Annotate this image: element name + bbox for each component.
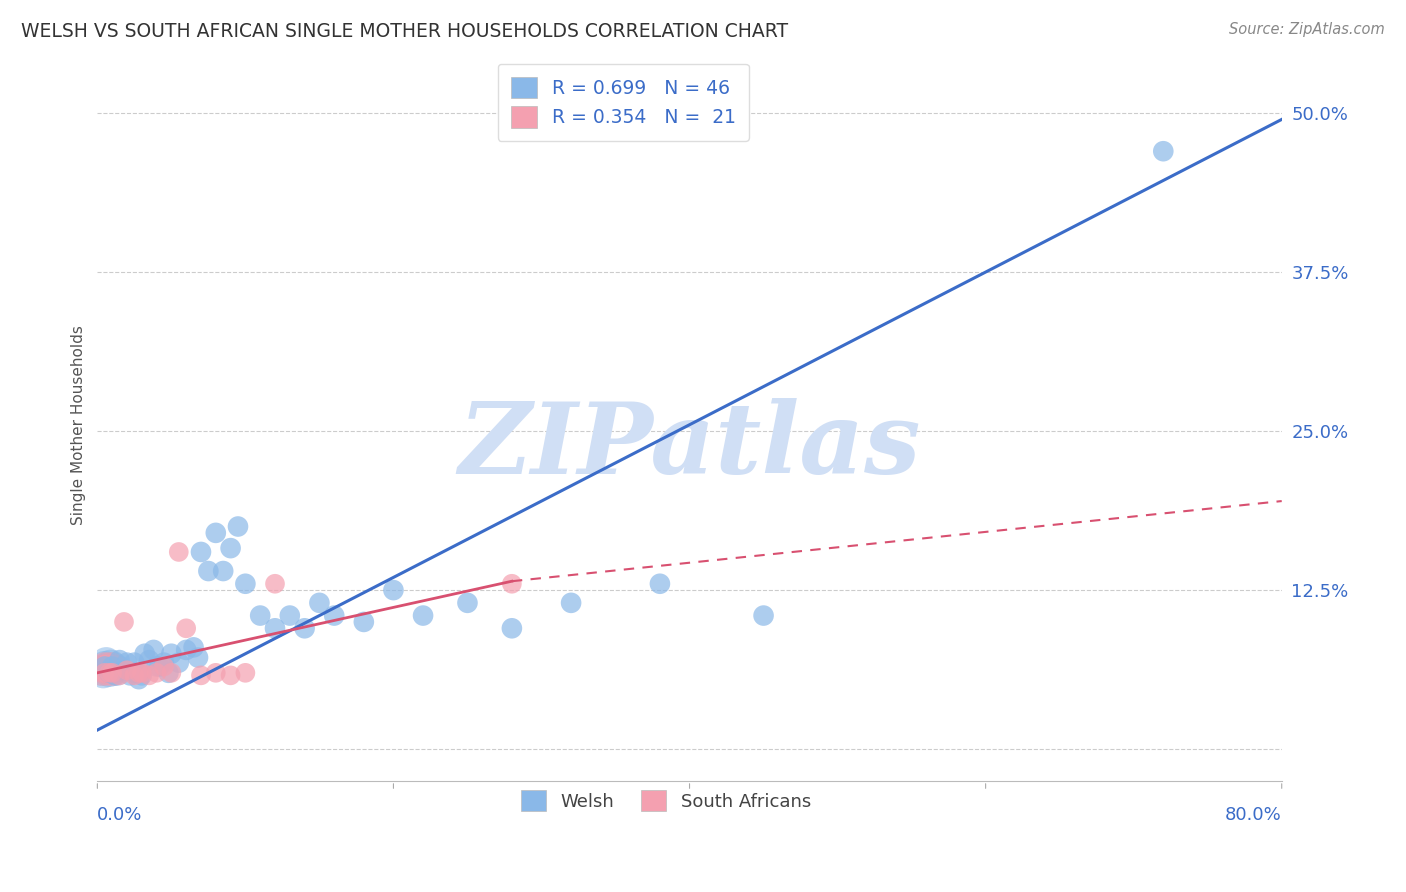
Point: [219, 541, 242, 556]
Point: [353, 615, 375, 629]
Point: [174, 643, 197, 657]
Point: [501, 621, 523, 635]
Point: [112, 615, 135, 629]
Point: [124, 668, 146, 682]
Point: [157, 665, 180, 680]
Point: [103, 661, 125, 675]
Point: [90, 663, 112, 677]
Point: [249, 608, 271, 623]
Point: [1152, 145, 1174, 159]
Text: Source: ZipAtlas.com: Source: ZipAtlas.com: [1229, 22, 1385, 37]
Point: [204, 525, 226, 540]
Point: [323, 608, 346, 623]
Point: [100, 661, 122, 675]
Text: 80.0%: 80.0%: [1225, 806, 1282, 824]
Point: [101, 665, 124, 680]
Point: [108, 668, 131, 682]
Point: [648, 576, 671, 591]
Point: [105, 663, 128, 677]
Point: [382, 583, 405, 598]
Point: [131, 668, 153, 682]
Point: [103, 663, 125, 677]
Point: [138, 668, 160, 682]
Point: [308, 596, 330, 610]
Point: [153, 656, 176, 670]
Point: [212, 564, 235, 578]
Point: [219, 668, 242, 682]
Point: [115, 656, 138, 670]
Point: [112, 663, 135, 677]
Point: [98, 665, 121, 679]
Point: [91, 665, 114, 680]
Point: [128, 665, 150, 680]
Text: WELSH VS SOUTH AFRICAN SINGLE MOTHER HOUSEHOLDS CORRELATION CHART: WELSH VS SOUTH AFRICAN SINGLE MOTHER HOU…: [21, 22, 789, 41]
Point: [131, 665, 153, 680]
Point: [101, 659, 124, 673]
Point: [278, 608, 301, 623]
Point: [145, 665, 167, 680]
Point: [167, 545, 190, 559]
Point: [97, 662, 120, 676]
Point: [98, 665, 121, 680]
Point: [226, 519, 249, 533]
Point: [104, 668, 127, 682]
Point: [167, 656, 190, 670]
Point: [190, 545, 212, 559]
Point: [128, 672, 150, 686]
Point: [204, 665, 226, 680]
Point: [187, 650, 209, 665]
Point: [235, 576, 257, 591]
Point: [456, 596, 478, 610]
Point: [96, 656, 118, 670]
Text: 0.0%: 0.0%: [97, 806, 143, 824]
Point: [98, 665, 121, 680]
Point: [160, 665, 183, 680]
Point: [148, 659, 170, 673]
Point: [108, 653, 131, 667]
Point: [197, 564, 219, 578]
Point: [115, 663, 138, 677]
Point: [153, 659, 176, 673]
Point: [264, 576, 287, 591]
Point: [160, 647, 183, 661]
Point: [118, 668, 141, 682]
Point: [138, 653, 160, 667]
Point: [94, 665, 117, 680]
Point: [190, 668, 212, 682]
Point: [174, 621, 197, 635]
Point: [294, 621, 316, 635]
Text: ZIPatlas: ZIPatlas: [458, 398, 921, 494]
Point: [752, 608, 775, 623]
Point: [100, 658, 122, 673]
Point: [501, 576, 523, 591]
Point: [124, 656, 146, 670]
Point: [264, 621, 287, 635]
Point: [145, 659, 167, 673]
Point: [183, 640, 205, 655]
Point: [560, 596, 582, 610]
Point: [90, 663, 112, 677]
Point: [94, 659, 117, 673]
Legend: Welsh, South Africans: Welsh, South Africans: [510, 780, 823, 822]
Point: [94, 659, 117, 673]
Point: [94, 661, 117, 675]
Point: [235, 665, 257, 680]
Point: [97, 663, 120, 677]
Point: [134, 647, 156, 661]
Point: [124, 665, 146, 680]
Y-axis label: Single Mother Households: Single Mother Households: [72, 325, 86, 524]
Point: [142, 643, 165, 657]
Point: [412, 608, 434, 623]
